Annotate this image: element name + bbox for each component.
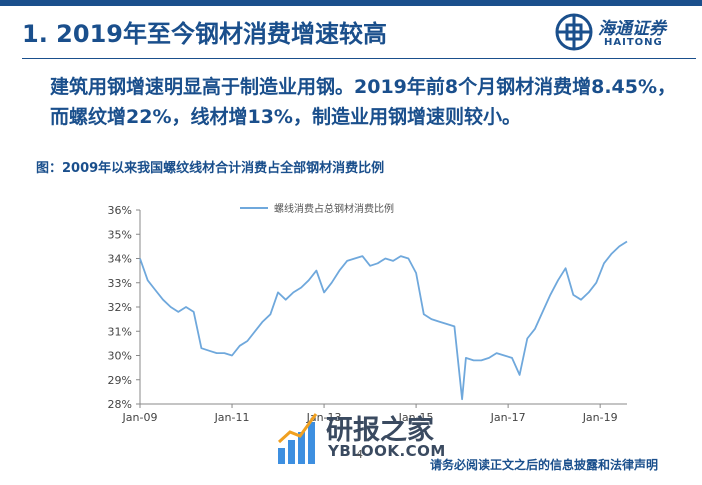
figure-caption: 图：2009年以来我国螺纹线材合计消费占全部钢材消费比例 <box>36 161 385 176</box>
watermark-text-en: YBLOOK.COM <box>328 442 446 460</box>
y-tick-label: 31% <box>108 325 132 338</box>
y-tick-label: 30% <box>108 350 132 363</box>
y-tick-label: 28% <box>108 398 132 411</box>
title-divider <box>22 58 696 59</box>
x-tick-label: Jan-15 <box>398 411 434 424</box>
logo-text-en: HAITONG <box>604 37 663 48</box>
bar-chart-icon <box>277 413 318 464</box>
y-axis: 36% 35% 34% 33% 32% 31% 30% 29% 28% <box>108 204 141 411</box>
haitong-logo: 海通证券 HAITONG <box>554 12 694 56</box>
y-tick-label: 29% <box>108 374 132 387</box>
x-tick-label: Jan-19 <box>582 411 618 424</box>
series-line <box>139 240 628 401</box>
y-tick-label: 35% <box>108 228 132 241</box>
footer-disclaimer: 请务必阅读正文之后的信息披露和法律声明 <box>430 458 659 472</box>
plot-area <box>139 240 628 401</box>
y-tick-label: 32% <box>108 301 132 314</box>
line-chart: 36% 35% 34% 33% 32% 31% 30% 29% 28% Jan-09 Jan-11… <box>108 202 628 424</box>
top-accent-bar <box>0 0 702 6</box>
legend-label: 螺线消费占总钢材消费比例 <box>274 202 394 215</box>
x-axis: Jan-09 Jan-11 Jan-13 Jan-15 Jan-17 Jan-19 <box>122 403 627 424</box>
y-tick-label: 36% <box>108 204 132 217</box>
haitong-coin-icon <box>555 13 593 51</box>
x-tick-label: Jan-17 <box>490 411 526 424</box>
y-tick-label: 33% <box>108 277 132 290</box>
y-tick-label: 34% <box>108 253 132 266</box>
logo-text-cn: 海通证券 <box>598 19 666 39</box>
x-tick-label: Jan-09 <box>122 411 158 424</box>
watermark: 研报之家 YBLOOK.COM <box>276 408 456 468</box>
page-number: 4 <box>356 448 363 461</box>
legend: 螺线消费占总钢材消费比例 <box>240 202 394 215</box>
watermark-text-cn: 研报之家 <box>326 415 434 446</box>
summary-text: 建筑用钢增速明显高于制造业用钢。2019年前8个月钢材消费增8.45%，而螺纹增… <box>50 76 677 128</box>
slide-title: 1. 2019年至今钢材消费增速较高 <box>22 20 387 48</box>
x-tick-label: Jan-11 <box>214 411 250 424</box>
